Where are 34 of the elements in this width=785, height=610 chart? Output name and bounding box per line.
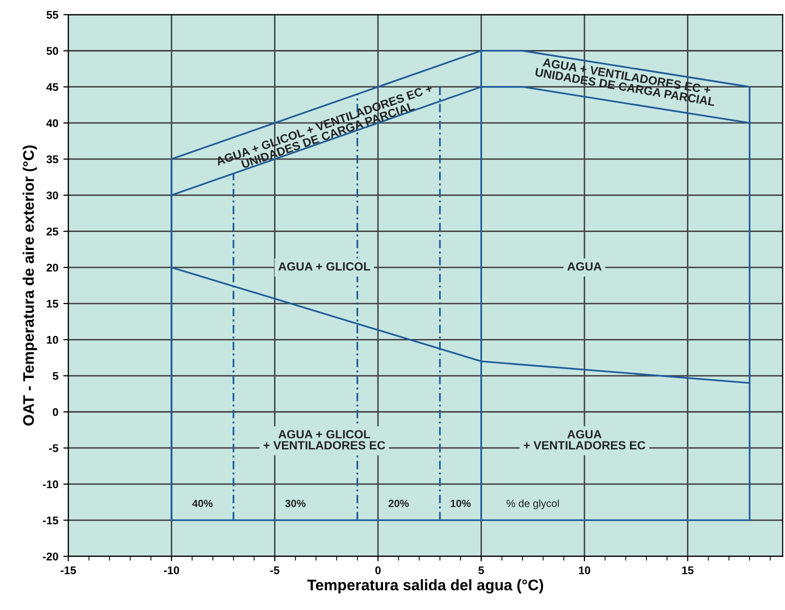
x-tick-label: -5 — [270, 566, 280, 574]
x-tick-label: -15 — [60, 566, 76, 574]
annotation: AGUA + GLICOL — [278, 262, 370, 271]
annotation: 20% — [388, 500, 409, 508]
x-tick-label: 10 — [578, 566, 590, 574]
y-tick-label: 35 — [46, 155, 58, 164]
y-tick-label: -10 — [42, 480, 58, 488]
y-tick-label: 40 — [46, 119, 58, 128]
y-tick-label: 30 — [46, 191, 58, 200]
y-tick-label: 15 — [46, 300, 58, 308]
y-tick-label: 25 — [46, 228, 58, 236]
y-tick-label: 20 — [46, 264, 58, 272]
y-tick-label: 0 — [52, 408, 58, 416]
y-tick-label: 10 — [46, 336, 58, 344]
x-tick-label: -10 — [164, 566, 180, 574]
y-axis-title: OAT - Temperatura de aire exterior (°C) — [22, 145, 37, 426]
y-tick-label: 5 — [52, 372, 58, 380]
x-tick-label: 0 — [375, 566, 381, 574]
x-axis-title: Temperatura salida del agua (°C) — [307, 579, 544, 594]
annotation: AGUA — [567, 262, 602, 271]
y-tick-label: 50 — [46, 47, 58, 55]
x-tick-label: 5 — [478, 566, 484, 574]
y-tick-label: -20 — [42, 552, 58, 560]
y-tick-label: -15 — [42, 516, 58, 524]
annotation: % de glycol — [506, 499, 559, 510]
y-tick-label: 45 — [46, 83, 58, 91]
annotation: 10% — [450, 500, 471, 508]
annotation: 40% — [192, 500, 213, 508]
y-tick-label: -5 — [49, 444, 58, 452]
annotation: 30% — [285, 500, 306, 508]
annotation: AGUA + GLICOL + VENTILADORES EC — [264, 430, 386, 450]
y-tick-label: 55 — [46, 11, 58, 19]
x-tick-label: 15 — [682, 566, 694, 574]
annotation: AGUA + VENTILADORES EC — [524, 430, 646, 450]
